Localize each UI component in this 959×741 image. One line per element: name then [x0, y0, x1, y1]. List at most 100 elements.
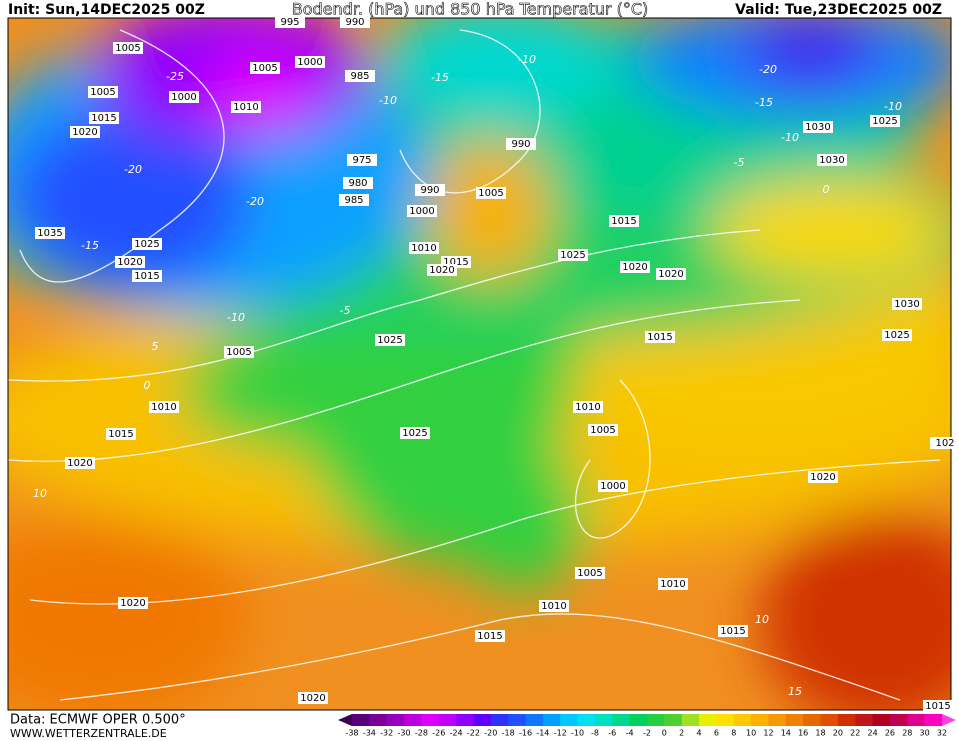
temperature-label: -5 — [340, 304, 351, 317]
isobar-label: 1020 — [810, 472, 835, 483]
legend-swatch — [525, 714, 544, 726]
legend-label: 0 — [662, 729, 667, 738]
isobar-label: 990 — [511, 139, 530, 150]
isobar-label: 1020 — [622, 262, 647, 273]
legend-label: 18 — [815, 729, 825, 738]
legend-label: 20 — [833, 729, 843, 738]
legend-swatch — [785, 714, 804, 726]
isobar-label-box — [65, 457, 95, 469]
temperature-label: -10 — [227, 311, 245, 324]
isobar-label: 1010 — [541, 601, 566, 612]
temperature-label: -20 — [124, 163, 142, 176]
isobar-label: 1000 — [600, 481, 625, 492]
temperature-label: 15 — [788, 685, 802, 698]
isobar-label-box — [718, 625, 748, 637]
legend-swatch — [837, 714, 856, 726]
temperature-label: -20 — [759, 63, 777, 76]
legend-label: 32 — [937, 729, 947, 738]
isobar-label-box — [870, 115, 900, 127]
legend-swatch — [560, 714, 579, 726]
isobar-label: 1005 — [252, 63, 277, 74]
isobar-label: 1005 — [577, 568, 602, 579]
isobar-label-box — [70, 126, 100, 138]
legend-label: 26 — [885, 729, 895, 738]
legend-label: 22 — [850, 729, 860, 738]
isobar-label-box — [558, 249, 588, 261]
isobar-label: 1010 — [660, 579, 685, 590]
isobar-label: 1015 — [611, 216, 636, 227]
legend-label: -10 — [571, 729, 584, 738]
isobar-label-box — [882, 329, 912, 341]
temperature-label: -5 — [734, 156, 745, 169]
isobar-label-box — [476, 187, 506, 199]
isobar-label-box — [295, 56, 325, 68]
isobar-label-box — [588, 424, 618, 436]
isobar-label: 1010 — [575, 402, 600, 413]
temperature-label: 5 — [152, 340, 159, 353]
isobar-label: 1015 — [720, 626, 745, 637]
legend-swatch — [699, 714, 717, 726]
isobar-label-box — [407, 205, 437, 217]
isobar-label: 990 — [345, 17, 364, 28]
legend-label: 30 — [920, 729, 930, 738]
legend-swatch — [803, 714, 822, 726]
isobar-label-box — [106, 428, 136, 440]
isobar-label-box — [118, 597, 148, 609]
isobar-label-box — [609, 215, 639, 227]
website: WWW.WETTERZENTRALE.DE — [10, 727, 167, 740]
isobar-label: 985 — [344, 195, 363, 206]
isobar-label: 1030 — [819, 155, 844, 166]
legend-swatch — [733, 714, 752, 726]
legend-swatch — [386, 714, 405, 726]
temperature-label: -10 — [518, 53, 536, 66]
legend-swatch — [456, 714, 474, 726]
temperature-label: -15 — [81, 239, 99, 252]
isobar-label: 1010 — [151, 402, 176, 413]
legend-label: -34 — [363, 729, 376, 738]
isobar-label: 102 — [935, 438, 954, 449]
legend-swatch — [924, 714, 943, 726]
isobar-label-box — [923, 700, 953, 712]
temperature-label: -15 — [431, 71, 449, 84]
isobar-label: 1005 — [478, 188, 503, 199]
legend-label: -4 — [626, 729, 634, 738]
isobar-label-box — [132, 238, 162, 250]
legend-label: -32 — [380, 729, 393, 738]
legend-label: -6 — [608, 729, 616, 738]
isobar-label-box — [817, 154, 847, 166]
isobar-label-box — [506, 138, 536, 150]
isobar-label: 1025 — [134, 239, 159, 250]
legend-swatch — [664, 714, 683, 726]
isobar-label-box — [89, 112, 119, 124]
data-source: Data: ECMWF OPER 0.500° — [10, 713, 186, 728]
isobar-label: 980 — [348, 178, 367, 189]
legend-swatch — [369, 714, 388, 726]
legend-label: -12 — [554, 729, 567, 738]
legend-swatch — [421, 714, 440, 726]
isobar-label-box — [345, 70, 375, 82]
isobar-label: 1015 — [108, 429, 133, 440]
temperature-label: -10 — [781, 131, 799, 144]
isobar-label-box — [598, 480, 628, 492]
isobar-label-box — [88, 86, 118, 98]
isobar-label-box — [132, 270, 162, 282]
isobar-label: 990 — [420, 185, 439, 196]
isobar-label: 1005 — [226, 347, 251, 358]
legend-swatch — [629, 714, 648, 726]
legend-swatch — [716, 714, 735, 726]
isobar-label: 1015 — [477, 631, 502, 642]
legend-swatch — [577, 714, 596, 726]
isobar-label: 1000 — [297, 57, 322, 68]
isobar-label-box — [573, 401, 603, 413]
legend-swatch — [907, 714, 926, 726]
temperature-label: 10 — [33, 487, 47, 500]
legend-label: -38 — [345, 729, 358, 738]
isobar-label-box — [169, 91, 199, 103]
legend-swatch — [855, 714, 874, 726]
isobar-label: 1020 — [67, 458, 92, 469]
isobar-label: 1025 — [377, 335, 402, 346]
isobar-label-box — [347, 154, 377, 166]
init-time: Init: Sun,14DEC2025 00Z — [8, 2, 205, 18]
